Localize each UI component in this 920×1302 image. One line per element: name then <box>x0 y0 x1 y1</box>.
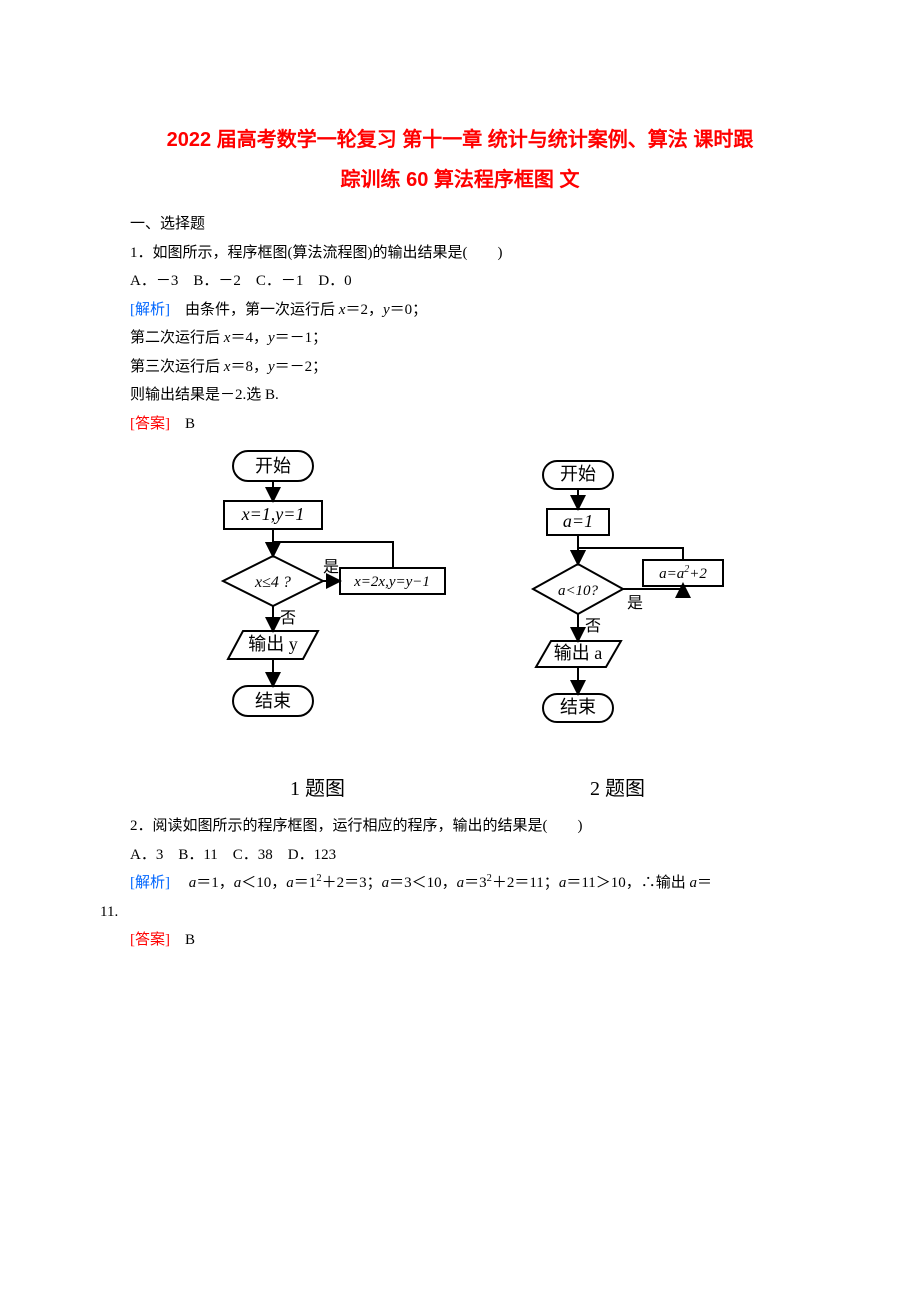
section-heading: 一、选择题 <box>100 210 820 239</box>
text: ＝－2； <box>275 359 328 375</box>
t: ＜10， <box>241 875 286 891</box>
q1-options: A．－3 B．－2 C．－1 D．0 <box>100 267 820 296</box>
fc2-update: a=a2+2 <box>659 564 707 582</box>
text: 由条件，第一次运行后 <box>170 302 339 318</box>
q2-options: A．3 B．11 C．38 D．123 <box>100 841 820 870</box>
fig1-caption: 1 题图 <box>290 770 345 808</box>
fc1-init: x=1,y=1 <box>240 504 304 524</box>
q2-stem: 2．阅读如图所示的程序框图，运行相应的程序，输出的结果是( ) <box>100 812 820 841</box>
q1-analysis-4: 则输出结果是－2.选 B. <box>100 381 820 410</box>
q1-answer: [答案] B <box>100 410 820 439</box>
page: 2022 届高考数学一轮复习 第十一章 统计与统计案例、算法 课时跟 踪训练 6… <box>0 0 920 1015</box>
var-a: a <box>690 875 698 891</box>
fc1-no: 否 <box>279 610 295 627</box>
var-a: a <box>382 875 390 891</box>
flowchart-1: 开始 x=1,y=1 x≤4 ? 是 否 x=2x,y=y−1 输出 y 结束 <box>188 446 448 766</box>
q1-analysis-1: [解析] 由条件，第一次运行后 x＝2，y＝0； <box>100 296 820 325</box>
fc2-cond: a<10? <box>557 583 598 599</box>
q1-analysis-3: 第三次运行后 x＝8，y＝－2； <box>100 353 820 382</box>
t: ＝1 <box>294 875 317 891</box>
fc2-no: 否 <box>584 618 600 635</box>
fc2-yes: 是 <box>626 595 642 612</box>
figure-1: 开始 x=1,y=1 x≤4 ? 是 否 x=2x,y=y−1 输出 y 结束 … <box>188 446 448 808</box>
text: 第三次运行后 <box>130 359 224 375</box>
t: ＋2＝11； <box>492 875 559 891</box>
fc1-end: 结束 <box>255 691 291 711</box>
figures-row: 开始 x=1,y=1 x≤4 ? 是 否 x=2x,y=y−1 输出 y 结束 … <box>100 446 820 808</box>
q2-analysis-tail: 11. <box>100 898 820 927</box>
fc1-start: 开始 <box>255 456 291 476</box>
doc-title: 2022 届高考数学一轮复习 第十一章 统计与统计案例、算法 课时跟 踪训练 6… <box>100 120 820 200</box>
q1-stem: 1．如图所示，程序框图(算法流程图)的输出结果是( ) <box>100 239 820 268</box>
t: ＋2＝3； <box>322 875 382 891</box>
text: ＝－1； <box>275 330 328 346</box>
analysis-label: [解析] <box>130 302 170 318</box>
var-a: a <box>457 875 465 891</box>
t: ＝ <box>697 875 712 891</box>
title-line-1: 2022 届高考数学一轮复习 第十一章 统计与统计案例、算法 课时跟 <box>100 120 820 160</box>
answer-value: B <box>170 932 195 948</box>
fc2-start: 开始 <box>560 464 596 484</box>
text: 第二次运行后 <box>130 330 224 346</box>
var-y: y <box>383 302 390 318</box>
fig2-caption: 2 题图 <box>590 770 645 808</box>
fc2-init: a=1 <box>562 511 592 531</box>
figure-2: 开始 a=1 a<10? 是 否 a=a2+2 输出 a 结束 2 题图 <box>503 446 733 808</box>
fc1-output: 输出 y <box>248 634 298 654</box>
t: ＝1， <box>196 875 234 891</box>
t: ＝3＜10， <box>389 875 457 891</box>
var-a: a <box>286 875 294 891</box>
answer-label: [答案] <box>130 416 170 432</box>
t: ＝3 <box>464 875 487 891</box>
text: ＝4， <box>230 330 268 346</box>
var-y: y <box>268 330 275 346</box>
answer-label: [答案] <box>130 932 170 948</box>
analysis-label: [解析] <box>130 875 170 891</box>
text: ＝0； <box>390 302 428 318</box>
text: ＝2， <box>345 302 383 318</box>
fc2-output: 输出 a <box>553 643 602 663</box>
fc1-cond: x≤4 ? <box>254 574 291 591</box>
title-line-2: 踪训练 60 算法程序框图 文 <box>100 160 820 200</box>
q2-answer: [答案] B <box>100 926 820 955</box>
t: ＝11＞10，∴输出 <box>566 875 689 891</box>
answer-value: B <box>170 416 195 432</box>
var-y: y <box>268 359 275 375</box>
fc2-end: 结束 <box>560 697 596 717</box>
q1-analysis-2: 第二次运行后 x＝4，y＝－1； <box>100 324 820 353</box>
fc1-yes: 是 <box>322 559 338 576</box>
fc1-update: x=2x,y=y−1 <box>353 574 430 590</box>
text: ＝8， <box>230 359 268 375</box>
q2-analysis: [解析] a＝1，a＜10，a＝12＋2＝3；a＝3＜10，a＝32＋2＝11；… <box>100 869 820 898</box>
flowchart-2: 开始 a=1 a<10? 是 否 a=a2+2 输出 a 结束 <box>503 446 733 766</box>
